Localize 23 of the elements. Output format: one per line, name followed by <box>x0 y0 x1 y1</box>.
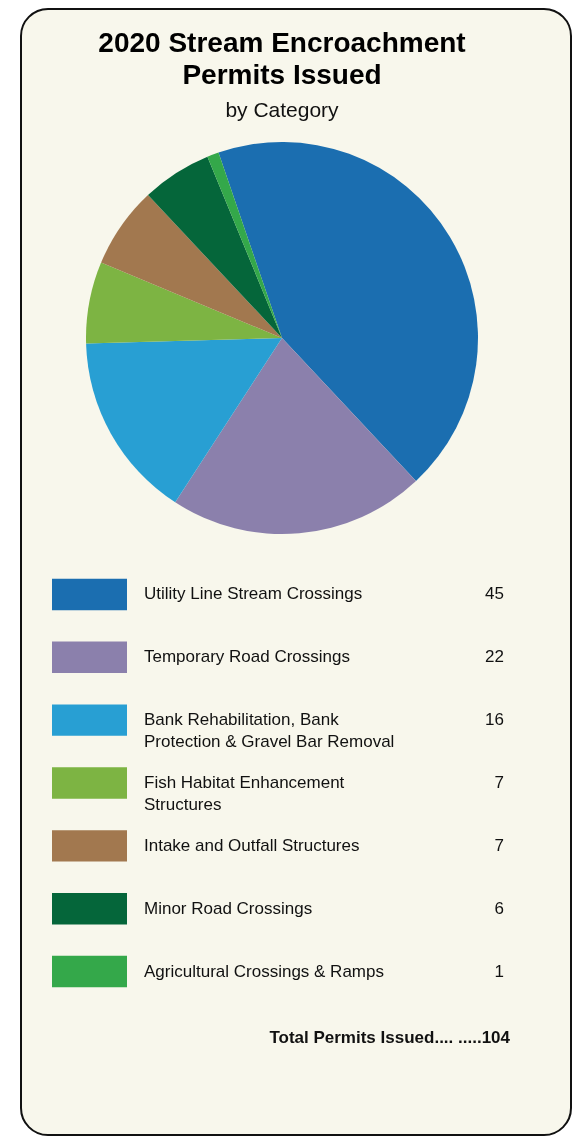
data-label: 7 <box>494 773 504 792</box>
legend-label: Minor Road Crossings <box>144 898 313 918</box>
legend-label: Bank Rehabilitation, Bank Protection & Gravel Bar Removal <box>144 710 395 752</box>
pie-slice <box>101 194 282 338</box>
data-label: 7 <box>494 835 504 855</box>
data-label: 6 <box>494 898 504 918</box>
pie-slice <box>175 338 417 534</box>
legend-label: Fish Habitat Enhancement Structures <box>144 773 345 814</box>
pie-slice <box>218 142 478 482</box>
chart-title: 2020 Stream Encroachment Permits Issued <box>98 27 466 90</box>
pie-slice <box>147 156 282 338</box>
legend-label: Intake and Outfall Structures <box>144 835 360 855</box>
data-label: 45 <box>485 584 504 604</box>
legend-label: Temporary Road Crossings <box>144 647 350 667</box>
data-label: 16 <box>485 710 504 730</box>
data-label: 22 <box>485 647 504 667</box>
pie-slice <box>86 338 282 503</box>
chart-subtitle: by Category <box>225 98 340 121</box>
legend-label: Utility Line Stream Crossings <box>144 584 363 604</box>
legend-label: Agricultural Crossings & Ramps <box>144 961 384 981</box>
text: Total Permits Issued.... .....104 <box>269 1028 511 1047</box>
data-label: 1 <box>494 961 504 981</box>
pie-slice <box>86 262 282 344</box>
